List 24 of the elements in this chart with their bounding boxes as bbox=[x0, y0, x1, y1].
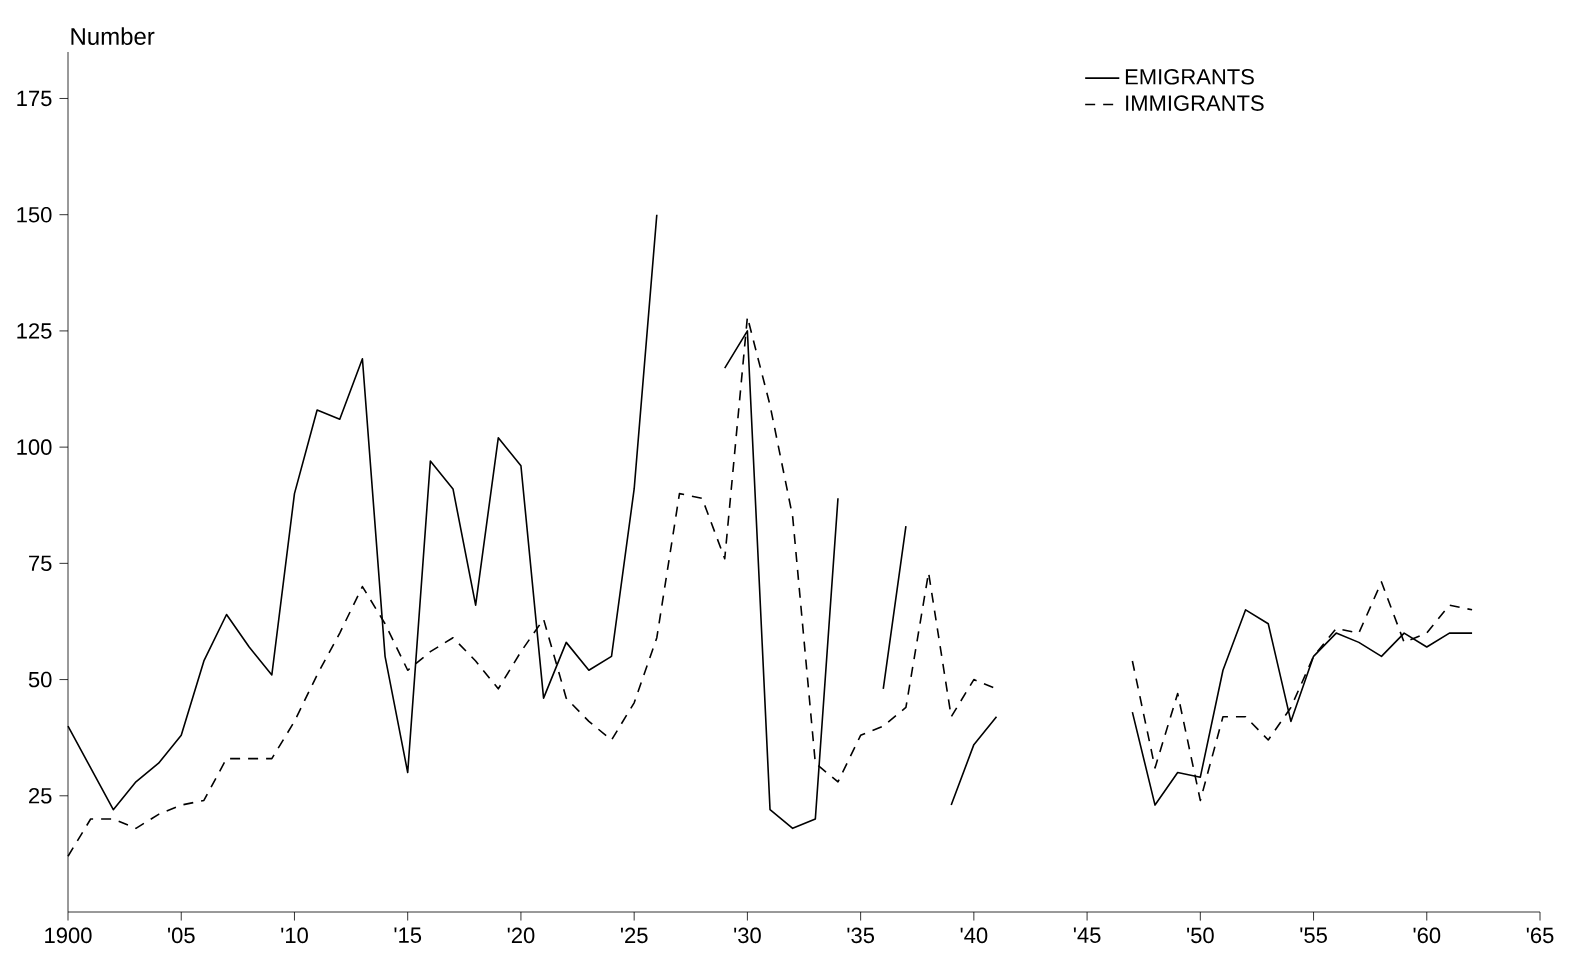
x-tick-label: '10 bbox=[281, 927, 308, 944]
y-tick-label: 50 bbox=[28, 671, 52, 688]
y-tick-label: 75 bbox=[29, 555, 52, 572]
x-tick-label: '25 bbox=[620, 927, 648, 944]
y-tick-label: 100 bbox=[17, 439, 52, 455]
legend-label: EMIGRANTS bbox=[1125, 69, 1254, 85]
x-tick-label: '40 bbox=[960, 927, 988, 944]
y-axis-title: Number bbox=[71, 27, 155, 45]
x-tick-label: '45 bbox=[1073, 927, 1101, 943]
x-tick-label: '30 bbox=[734, 927, 761, 944]
x-tick-label: '20 bbox=[507, 927, 535, 944]
x-tick-label: '65 bbox=[1526, 927, 1554, 944]
legend-label: IMMIGRANTS bbox=[1126, 95, 1264, 111]
y-tick-label: 175 bbox=[17, 90, 52, 107]
x-tick-label: '15 bbox=[394, 927, 422, 943]
x-tick-label: '35 bbox=[847, 927, 875, 944]
x-tick-label: 1900 bbox=[45, 927, 92, 944]
x-tick-label: '05 bbox=[168, 927, 195, 944]
x-tick-label: '50 bbox=[1187, 927, 1214, 944]
y-tick-label: 125 bbox=[17, 323, 52, 339]
y-tick-label: 150 bbox=[17, 206, 52, 223]
y-tick-label: 25 bbox=[29, 788, 52, 804]
x-tick-label: '60 bbox=[1413, 927, 1441, 944]
x-tick-label: '55 bbox=[1300, 927, 1327, 943]
